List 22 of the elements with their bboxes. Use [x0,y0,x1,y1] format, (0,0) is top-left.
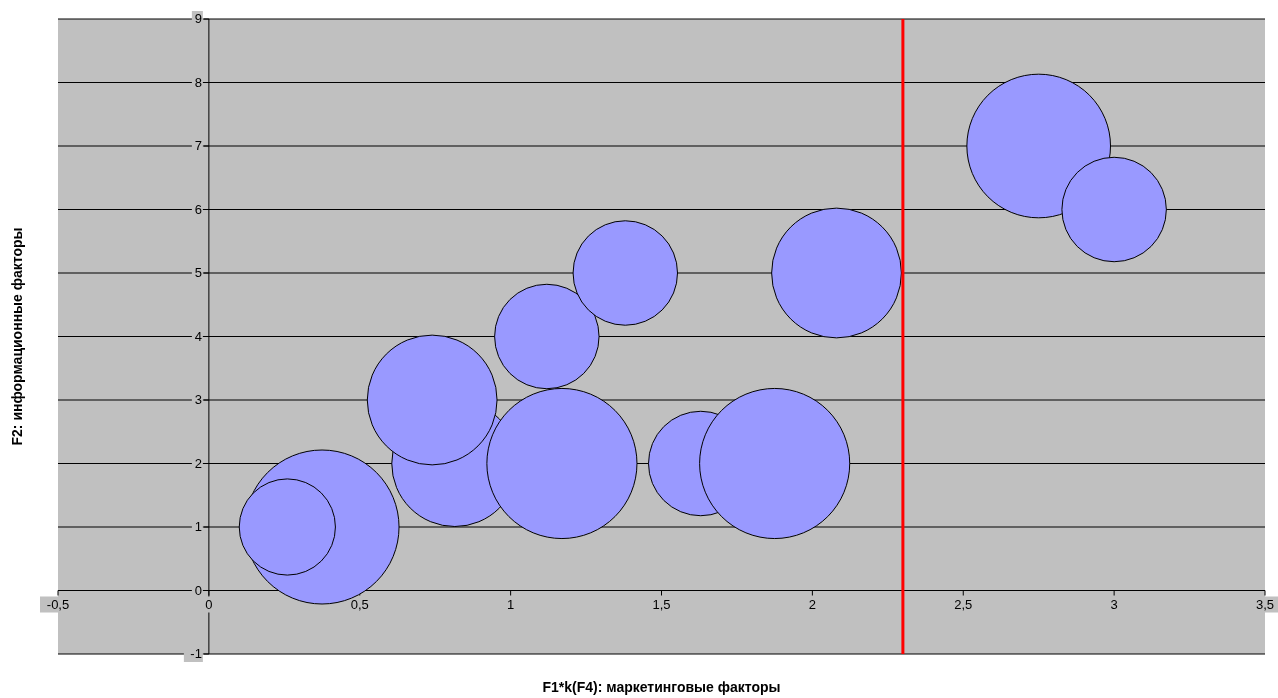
y-axis-title: F2: информационные факторы [9,227,25,446]
x-tick-label: 2 [808,596,816,612]
x-tick-label: 3,5 [1255,596,1275,612]
y-tick-label: 0 [194,582,202,598]
y-tick-label: 6 [194,201,202,217]
x-tick-label: 3 [1110,596,1118,612]
y-tick-label: -1 [190,646,202,661]
y-tick-label: 2 [194,455,202,471]
y-tick-label: 5 [194,265,202,280]
x-tick-label: -0,5 [46,596,70,612]
x-tick-label: 0,5 [350,596,369,612]
y-tick-label: 7 [194,138,202,153]
x-tick-label: 0 [205,596,213,612]
y-tick-label: 4 [194,328,202,344]
y-tick-label: 8 [194,74,202,90]
x-tick-label: 1 [507,596,515,612]
y-tick-label: 9 [194,11,202,26]
x-tick-label: 1,5 [652,596,671,612]
y-tick-label: 3 [194,392,202,407]
y-tick-label: 1 [194,519,202,534]
x-axis-title: F1*k(F4): маркетинговые факторы [542,679,781,695]
x-tick-label: 2,5 [954,596,973,612]
